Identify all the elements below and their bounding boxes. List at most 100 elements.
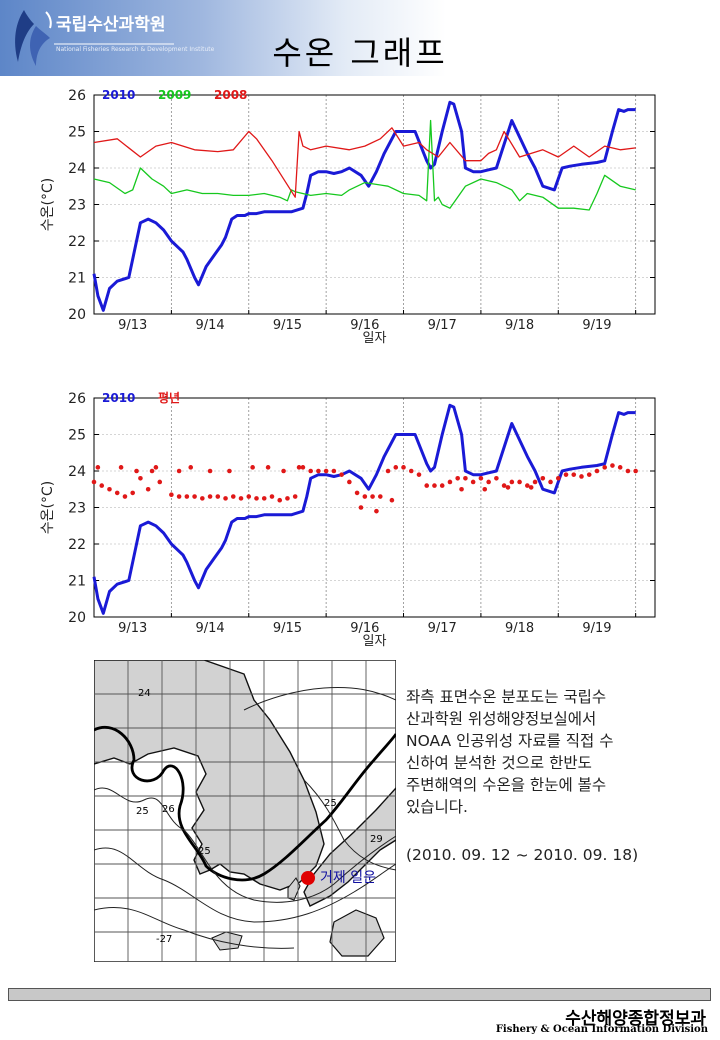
institute-logo-icon bbox=[15, 10, 174, 66]
map-land-tsushima bbox=[287, 877, 301, 901]
footer-division-english: Fishery & Ocean Information Division bbox=[495, 1024, 708, 1035]
legend-label-2008: 2008 bbox=[214, 88, 247, 102]
series-point-평년 bbox=[393, 465, 399, 470]
series-point-평년 bbox=[385, 468, 391, 474]
map-isotherm-thin-3 bbox=[94, 906, 295, 949]
series-point-평년 bbox=[517, 479, 522, 485]
map-contour-label: -27 bbox=[156, 934, 172, 945]
map-isotherm-thin-4 bbox=[303, 779, 396, 871]
series-line-2010 bbox=[92, 100, 636, 312]
x-tick-label: 9/17 bbox=[428, 318, 457, 333]
y-tick-label: 21 bbox=[68, 271, 86, 287]
series-point-평년 bbox=[316, 468, 321, 474]
series-point-평년 bbox=[192, 494, 197, 499]
description-line: 신하여 분석한 것으로 한반도 bbox=[406, 754, 592, 772]
series-point-평년 bbox=[230, 494, 236, 499]
x-axis-label: 일자 bbox=[363, 331, 387, 346]
series-point-평년 bbox=[188, 465, 194, 470]
series-point-평년 bbox=[184, 494, 190, 499]
series-line-2009 bbox=[93, 119, 636, 211]
series-point-평년 bbox=[532, 479, 538, 485]
map-isotherm-thin-2 bbox=[94, 847, 396, 923]
x-tick-label: 9/17 bbox=[428, 621, 457, 636]
series-point-평년 bbox=[207, 494, 213, 499]
x-tick-label: 9/19 bbox=[582, 318, 611, 333]
series-point-평년 bbox=[528, 485, 534, 490]
series-point-평년 bbox=[478, 476, 484, 481]
series-point-평년 bbox=[494, 476, 499, 481]
series-point-평년 bbox=[548, 479, 553, 485]
series-point-평년 bbox=[323, 468, 329, 474]
series-point-평년 bbox=[215, 494, 221, 499]
series-point-평년 bbox=[362, 494, 368, 499]
sst-map: 24 25 26 25 25 -27 29 거제 일운 bbox=[94, 660, 396, 962]
x-axis-label: 일자 bbox=[363, 634, 387, 649]
map-description: 좌측 표면수온 분포도는 국립수 산과학원 위성해양정보실에서 NOAA 인공위… bbox=[406, 686, 706, 818]
footer-division-korean: 수산해양종합정보과 bbox=[565, 1009, 706, 1029]
series-point-평년 bbox=[579, 474, 584, 479]
page-title: 수온 그래프 bbox=[272, 34, 448, 72]
series-point-평년 bbox=[91, 479, 97, 485]
series-point-평년 bbox=[370, 494, 375, 499]
header-banner: 국립수산과학원 National Fisheries Research & De… bbox=[0, 0, 720, 76]
x-tick-label: 9/13 bbox=[118, 621, 147, 636]
x-tick-label: 9/18 bbox=[505, 318, 534, 333]
series-point-평년 bbox=[277, 497, 283, 503]
y-tick-label: 25 bbox=[68, 428, 86, 444]
series-point-평년 bbox=[292, 494, 298, 499]
x-tick-label: 9/15 bbox=[273, 621, 302, 636]
series-point-평년 bbox=[130, 490, 135, 496]
series-point-평년 bbox=[149, 468, 155, 474]
map-isotherm-thin-5 bbox=[243, 687, 396, 711]
x-tick-label: 9/16 bbox=[350, 621, 379, 636]
series-point-평년 bbox=[95, 465, 101, 470]
y-tick-label: 23 bbox=[68, 501, 86, 517]
series-point-평년 bbox=[246, 494, 252, 499]
series-point-평년 bbox=[347, 479, 352, 485]
description-line: 산과학원 위성해양정보실에서 bbox=[406, 710, 597, 728]
map-contour-label: 26 bbox=[162, 804, 175, 815]
series-point-평년 bbox=[254, 496, 259, 501]
y-tick-label: 26 bbox=[68, 391, 86, 407]
map-contour-label: 25 bbox=[324, 798, 337, 809]
y-tick-label: 24 bbox=[68, 161, 86, 177]
x-tick-label: 9/13 bbox=[118, 318, 147, 333]
map-isotherm-thick bbox=[94, 726, 396, 882]
series-point-평년 bbox=[157, 479, 163, 485]
series-point-평년 bbox=[308, 468, 313, 474]
legend-label-2009: 2009 bbox=[158, 88, 191, 102]
series-point-평년 bbox=[401, 465, 406, 470]
series-point-평년 bbox=[501, 483, 507, 488]
series-point-평년 bbox=[269, 494, 275, 499]
series-point-평년 bbox=[176, 468, 182, 474]
map-land-jeju bbox=[211, 931, 243, 951]
series-point-평년 bbox=[261, 496, 267, 501]
y-tick-label: 21 bbox=[68, 574, 86, 590]
series-line-2008 bbox=[93, 127, 636, 198]
series-point-평년 bbox=[265, 465, 271, 470]
description-line: 주변해역의 수온을 한눈에 볼수 bbox=[406, 776, 607, 794]
series-point-평년 bbox=[563, 472, 569, 477]
map-contour-label: 24 bbox=[138, 688, 151, 699]
series-point-평년 bbox=[486, 479, 491, 485]
series-point-평년 bbox=[463, 476, 468, 481]
chart-temperature-yearly: 20 21 22 23 24 25 26 9/13 9/14 9/15 9/16 9/17 9/18 9/… bbox=[40, 88, 656, 346]
series-line-2010 bbox=[92, 403, 636, 615]
series-point-평년 bbox=[633, 468, 638, 474]
series-point-평년 bbox=[134, 468, 139, 474]
y-tick-label: 23 bbox=[68, 198, 86, 214]
map-contour-label: 29 bbox=[370, 834, 383, 845]
y-tick-label: 26 bbox=[68, 88, 86, 104]
x-tick-label: 9/18 bbox=[505, 621, 534, 636]
x-tick-label: 9/19 bbox=[582, 621, 611, 636]
series-point-평년 bbox=[227, 468, 232, 474]
series-point-평년 bbox=[138, 476, 143, 481]
description-line: NOAA 인공위성 자료를 직접 수 bbox=[406, 732, 614, 750]
series-point-평년 bbox=[509, 479, 515, 485]
series-point-평년 bbox=[505, 485, 511, 490]
series-point-평년 bbox=[424, 483, 430, 488]
series-point-평년 bbox=[482, 486, 488, 492]
series-point-평년 bbox=[610, 463, 615, 468]
legend-label-2010: 2010 bbox=[102, 88, 135, 102]
series-point-평년 bbox=[459, 486, 464, 492]
